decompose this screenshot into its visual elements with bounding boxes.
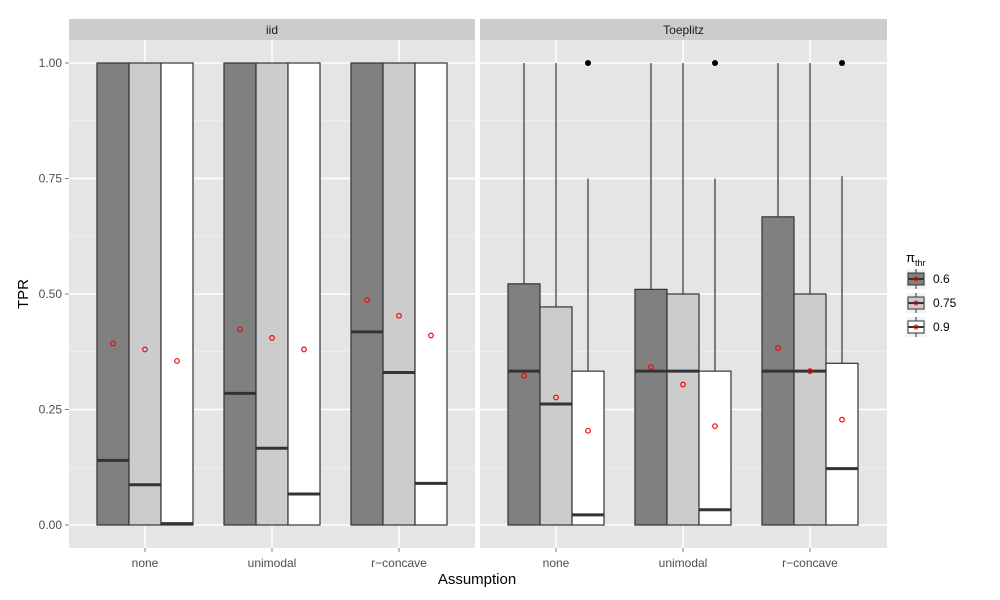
strip-background [480,19,887,40]
box-body [666,293,700,526]
box-group [634,60,732,526]
legend-item: 0.6 [906,269,950,289]
y-axis: 0.00 0.25 0.50 0.75 1.00 [39,56,69,532]
strip-label: Toeplitz [663,23,704,37]
legend-key-mean [913,324,919,330]
box-body [382,62,416,526]
y-axis-title: TPR [15,279,32,309]
y-tick-label: 0.00 [39,518,63,532]
x-tick-label: unimodal [659,556,708,570]
box-body [507,283,541,526]
box-body [128,62,162,526]
mean-marker [174,358,180,364]
outlier-point [585,60,591,66]
box-body [634,288,668,526]
box-body [698,370,732,526]
mean-marker [396,312,402,319]
legend-item: 0.9 [906,317,950,337]
box-body [255,62,289,526]
mean-marker [110,340,116,347]
x-tick-label: r−concave [371,556,427,570]
legend-title: πthr [906,250,926,268]
legend-label: 0.9 [933,320,950,334]
y-tick-label: 0.50 [39,287,63,301]
strip-label: iid [266,23,278,37]
legend-item: 0.75 [906,293,957,313]
mean-marker [648,364,654,370]
x-tick-label: none [132,556,159,570]
mean-marker [712,423,718,430]
box-group [96,62,194,526]
x-tick-label: unimodal [248,556,297,570]
mean-marker [237,326,243,333]
x-tick-label: r−concave [782,556,838,570]
y-tick-label: 0.25 [39,403,63,417]
box-body [571,370,605,526]
box-group [223,62,321,526]
y-tick-label: 1.00 [39,56,63,70]
mean-marker [301,346,307,353]
box-body [287,62,321,526]
legend-key-mean [913,276,919,282]
mean-marker [364,297,370,303]
panel-toeplitz: Toeplitz none unimodal r−concave [480,19,887,570]
legend-key-mean [913,300,919,306]
panels: iid none unimodal r−concave Toeplitz none unim… [69,19,887,570]
box-body [160,62,194,526]
box-body [793,293,827,526]
mean-marker [585,427,591,434]
legend-title-subscript: thr [915,258,926,268]
x-tick-label: none [543,556,570,570]
box-group [350,62,448,526]
box-body [96,62,130,526]
legend: πthr 0.6 0.75 0.9 [906,250,957,337]
mean-marker [553,394,559,401]
y-tick-label: 0.75 [39,172,63,186]
mean-marker [775,345,781,351]
legend-label: 0.75 [933,296,957,310]
mean-marker [680,381,686,388]
mean-marker [142,346,148,353]
box-body [414,62,448,526]
box-group [761,60,859,526]
box-body [539,306,573,526]
box-body [223,62,257,526]
panel-iid: iid none unimodal r−concave [69,19,475,570]
mean-marker [839,416,845,423]
box-body [825,362,859,526]
strip-background [69,19,475,40]
x-axis-title: Assumption [438,571,516,588]
box-group [507,60,605,526]
mean-marker [428,332,434,339]
legend-title-symbol: π [906,250,915,265]
box-body [350,62,384,526]
outlier-point [839,60,845,66]
mean-marker [521,372,527,379]
legend-label: 0.6 [933,272,950,286]
mean-marker [807,368,813,375]
mean-marker [269,334,275,341]
outlier-point [712,60,718,66]
